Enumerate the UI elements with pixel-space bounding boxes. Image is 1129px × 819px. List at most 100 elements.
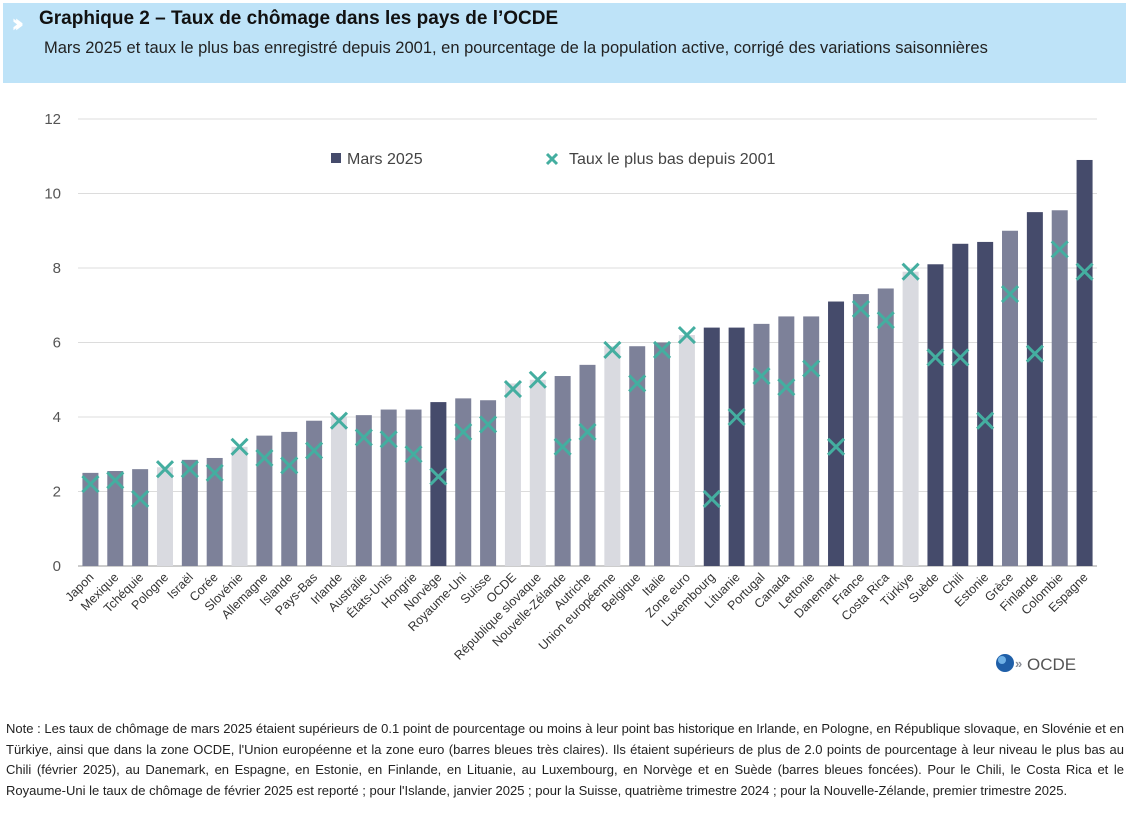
bar bbox=[703, 327, 720, 566]
bar bbox=[852, 294, 869, 566]
marker-lowest-rate bbox=[329, 411, 349, 430]
marker-lowest-rate bbox=[379, 430, 398, 449]
marker-lowest-rate bbox=[553, 437, 572, 456]
marker-lowest-rate bbox=[826, 437, 846, 456]
marker-lowest-rate bbox=[354, 428, 373, 447]
bar bbox=[405, 409, 422, 566]
y-tick-label: 10 bbox=[44, 186, 61, 203]
chart-subtitle: Mars 2025 et taux le plus bas enregistré… bbox=[44, 39, 988, 57]
bar bbox=[753, 323, 770, 566]
marker-lowest-rate bbox=[479, 415, 498, 434]
marker-lowest-rate bbox=[976, 411, 995, 430]
y-tick-label: 0 bbox=[53, 558, 61, 575]
marker-lowest-rate bbox=[81, 474, 100, 494]
oecd-logo-text: OCDE bbox=[1027, 655, 1076, 674]
bar bbox=[330, 417, 347, 566]
bar bbox=[355, 415, 372, 566]
oecd-logo: » OCDE bbox=[996, 654, 1076, 674]
marker-lowest-rate bbox=[1000, 285, 1020, 304]
marker-lowest-rate bbox=[677, 325, 696, 345]
marker-lowest-rate bbox=[280, 456, 299, 475]
bar bbox=[132, 469, 149, 566]
marker-lowest-rate bbox=[653, 340, 672, 360]
bar bbox=[927, 264, 944, 566]
marker-lowest-rate bbox=[628, 374, 647, 393]
chart-header: ›› Graphique 2 – Taux de chômage dans le… bbox=[3, 3, 1126, 83]
bar bbox=[902, 271, 919, 566]
bar bbox=[306, 420, 323, 566]
marker-lowest-rate bbox=[727, 407, 746, 427]
marker-lowest-rate bbox=[454, 422, 473, 441]
chart-note: Note : Les taux de chômage de mars 2025 … bbox=[6, 721, 1124, 798]
bar bbox=[1026, 212, 1043, 566]
bar bbox=[803, 316, 820, 566]
bar bbox=[529, 379, 546, 566]
legend-label-bars: Mars 2025 bbox=[347, 151, 423, 168]
marker-lowest-rate bbox=[851, 299, 870, 319]
marker-lowest-rate bbox=[155, 460, 175, 479]
marker-lowest-rate bbox=[255, 448, 274, 468]
marker-lowest-rate bbox=[180, 460, 199, 479]
bar bbox=[504, 383, 521, 566]
bar bbox=[654, 342, 671, 566]
bar bbox=[181, 459, 198, 566]
marker-lowest-rate bbox=[777, 378, 796, 397]
bar bbox=[156, 467, 173, 566]
marker-lowest-rate bbox=[951, 348, 970, 367]
marker-lowest-rate bbox=[926, 348, 945, 367]
legend-swatch-bars bbox=[331, 153, 341, 163]
bar bbox=[206, 457, 223, 566]
marker-lowest-rate bbox=[802, 359, 821, 378]
marker-lowest-rate bbox=[404, 445, 423, 464]
bar bbox=[455, 398, 472, 566]
marker-lowest-rate bbox=[752, 366, 771, 386]
marker-lowest-rate bbox=[1050, 240, 1069, 259]
marker-lowest-rate bbox=[603, 340, 622, 360]
bar bbox=[480, 400, 497, 566]
y-tick-label: 8 bbox=[53, 260, 61, 277]
bar bbox=[231, 446, 248, 566]
bar bbox=[281, 431, 298, 566]
marker-lowest-rate bbox=[876, 311, 895, 330]
bar bbox=[1002, 230, 1019, 566]
bar bbox=[430, 402, 447, 566]
y-tick-label: 4 bbox=[53, 409, 61, 426]
marker-lowest-rate bbox=[702, 489, 721, 509]
bar bbox=[604, 346, 621, 566]
bar bbox=[678, 335, 695, 566]
chart-title: Graphique 2 – Taux de chômage dans les p… bbox=[39, 8, 559, 29]
marker-lowest-rate bbox=[503, 380, 522, 399]
bar bbox=[256, 435, 273, 566]
legend: Mars 2025 Taux le plus bas depuis 2001 bbox=[331, 151, 775, 168]
bar bbox=[828, 301, 845, 566]
bar bbox=[107, 471, 124, 566]
marker-lowest-rate bbox=[528, 370, 547, 389]
y-tick-label: 6 bbox=[53, 335, 61, 352]
bar bbox=[1051, 210, 1068, 566]
bar bbox=[952, 243, 969, 566]
marker-lowest-rate bbox=[230, 437, 249, 456]
marker-lowest-rate bbox=[131, 489, 150, 509]
bar bbox=[629, 346, 646, 566]
marker-lowest-rate bbox=[578, 422, 597, 441]
marker-lowest-rate bbox=[205, 463, 224, 482]
bar bbox=[554, 376, 571, 566]
marker-lowest-rate bbox=[901, 262, 920, 281]
bar bbox=[877, 288, 894, 566]
marker-lowest-rate bbox=[1075, 262, 1094, 281]
y-tick-label: 12 bbox=[44, 111, 61, 128]
marker-lowest-rate bbox=[1025, 344, 1044, 363]
marker-lowest-rate bbox=[305, 441, 324, 460]
legend-swatch-marker bbox=[545, 152, 559, 166]
bar bbox=[1076, 159, 1093, 566]
bar bbox=[380, 409, 397, 566]
bar bbox=[728, 327, 745, 566]
bar bbox=[977, 241, 994, 567]
bar bbox=[82, 472, 99, 566]
bar bbox=[778, 316, 795, 566]
marker-lowest-rate bbox=[106, 471, 125, 490]
y-tick-label: 2 bbox=[53, 484, 61, 501]
marker-lowest-rate bbox=[429, 467, 448, 486]
bar bbox=[579, 364, 596, 566]
